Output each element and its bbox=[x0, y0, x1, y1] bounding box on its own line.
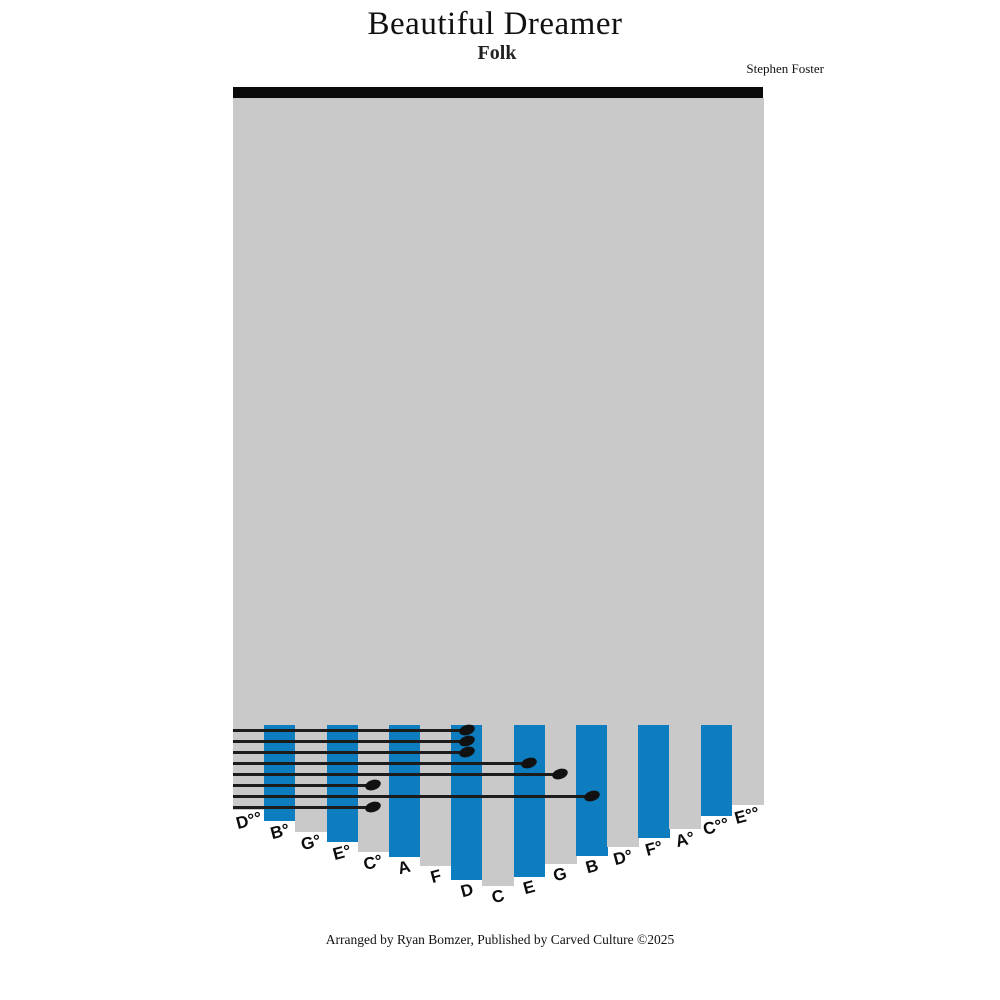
kalimba-tine bbox=[357, 98, 390, 852]
kalimba-tine bbox=[233, 98, 265, 810]
kalimba-bridge-bar bbox=[233, 87, 763, 98]
tine-note-label: E° bbox=[330, 840, 354, 865]
kalimba-tine bbox=[326, 98, 359, 842]
arranger-publisher-credit: Arranged by Ryan Bomzer, Published by Ca… bbox=[325, 932, 675, 947]
kalimba-tine bbox=[513, 98, 546, 877]
note-duration-line bbox=[233, 773, 564, 776]
tine-blue-highlight bbox=[638, 725, 671, 838]
kalimba-tine bbox=[669, 98, 702, 829]
tine-note-label: E°° bbox=[732, 803, 762, 828]
kalimba-tine bbox=[388, 98, 421, 857]
kalimba-tine bbox=[482, 98, 515, 886]
genre-subtitle: Folk bbox=[477, 42, 517, 64]
note-duration-line bbox=[233, 806, 377, 809]
tine-note-label: F bbox=[428, 865, 444, 888]
tine-note-label: C° bbox=[361, 850, 385, 875]
song-title: Beautiful Dreamer bbox=[367, 6, 623, 42]
tine-note-label: A° bbox=[673, 827, 697, 852]
kalimba-tine bbox=[420, 98, 452, 866]
note-duration-line bbox=[233, 784, 377, 787]
tine-note-label: C bbox=[489, 885, 507, 908]
note-duration-line bbox=[233, 729, 470, 732]
note-duration-line bbox=[233, 740, 470, 743]
tine-note-label: B° bbox=[268, 819, 292, 844]
tine-note-label: D°° bbox=[233, 807, 264, 834]
kalimba-tine bbox=[295, 98, 328, 832]
kalimba-tine bbox=[731, 98, 764, 805]
tine-note-label: B bbox=[583, 855, 600, 878]
tine-note-label: C°° bbox=[701, 813, 732, 840]
tine-blue-highlight bbox=[326, 725, 359, 842]
composer-credit: Stephen Foster bbox=[746, 61, 824, 76]
note-duration-line bbox=[233, 795, 595, 798]
tine-note-label: F° bbox=[643, 837, 665, 860]
tine-blue-highlight bbox=[388, 725, 421, 857]
note-duration-line bbox=[233, 751, 470, 754]
kalimba-tine bbox=[575, 98, 608, 856]
tine-note-label: E bbox=[521, 876, 538, 899]
tine-note-label: A bbox=[396, 856, 413, 879]
tine-note-label: G bbox=[551, 863, 570, 886]
kalimba-tine bbox=[264, 98, 296, 821]
tine-blue-highlight bbox=[513, 725, 546, 877]
kalimba-diagram: D°° B° G° E° C° A F D C E G B D° F° A° C°° E°° bbox=[233, 87, 764, 917]
tine-note-label: D° bbox=[611, 845, 635, 870]
kalimba-tine bbox=[544, 98, 577, 864]
note-duration-line bbox=[233, 762, 533, 765]
kalimba-tine bbox=[638, 98, 671, 838]
tine-blue-highlight bbox=[700, 725, 733, 816]
tine-note-label: D bbox=[458, 879, 476, 902]
tine-note-label: G° bbox=[298, 830, 324, 855]
kalimba-tine bbox=[700, 98, 733, 816]
kalimba-tine bbox=[607, 98, 639, 847]
